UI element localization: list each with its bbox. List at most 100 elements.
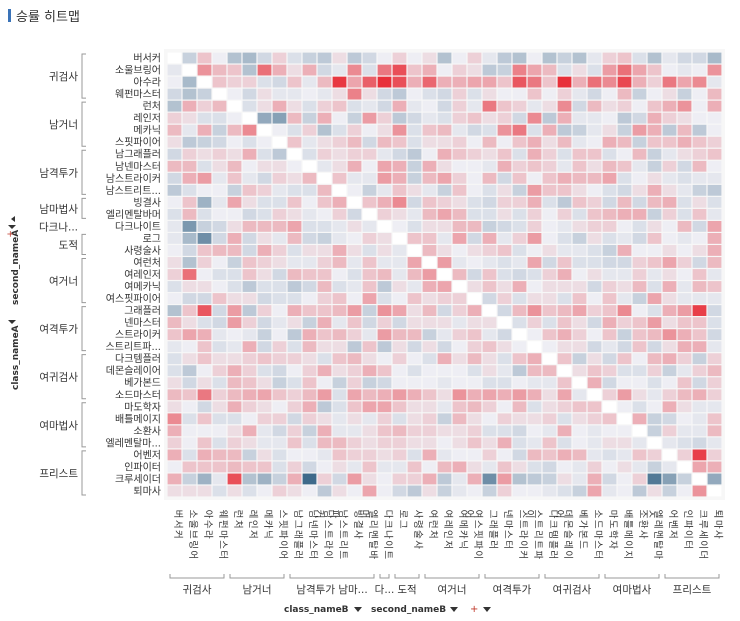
- heatmap-cell[interactable]: 넨마스터 / 소울브링어: 0.51: [182, 317, 197, 329]
- heatmap-cell[interactable]: 베가본드 / 넨마스터: 0.48: [497, 377, 512, 389]
- heatmap-cell[interactable]: 여런처 / 마도학자: 0.47: [602, 257, 617, 268]
- heatmap-cell[interactable]: 여런처 / 런처: 0.46: [227, 257, 242, 268]
- heatmap-cell[interactable]: 남스트라이커 / 소드마스터: 0.54: [587, 172, 602, 184]
- heatmap-cell[interactable]: 메카닉 / 배틀메이지: 0.46: [617, 124, 632, 136]
- heatmap-cell[interactable]: 스핏파이어 / 마도학자: 0.55: [602, 136, 617, 148]
- heatmap-cell[interactable]: 스트리트파... / 버서커: 0.49: [167, 341, 182, 353]
- heatmap-cell[interactable]: 베가본드 / 소울브링어: 0.47: [182, 377, 197, 389]
- heatmap-cell[interactable]: 남스트리트... / 데몬슬레이어: 0.53: [557, 184, 572, 196]
- heatmap-cell[interactable]: 엘레멘탈마... / 런처: 0.52: [227, 437, 242, 449]
- heatmap-cell[interactable]: 다크나이트 / 어벤저: 0.5: [662, 220, 677, 232]
- heatmap-cell[interactable]: 퇴마사 / 여스핏파이어: 0.5: [467, 485, 482, 497]
- heatmap-cell[interactable]: 아수라 / 베가본드: 0.55: [572, 76, 587, 88]
- heatmap-cell[interactable]: 여레인저 / 베가본드: 0.5: [572, 269, 587, 280]
- heatmap-cell[interactable]: 웨펀마스터 / 데몬슬레이어: 0.52: [557, 88, 572, 100]
- heatmap-cell[interactable]: 메카닉 / 그래플러: 0.48: [482, 124, 497, 136]
- heatmap-cell[interactable]: 스트리트파... / 데몬슬레이어: 0.51: [557, 341, 572, 353]
- heatmap-cell[interactable]: 레인저 / 로그: 0.45: [392, 112, 407, 124]
- heatmap-cell[interactable]: 버서커 / 소울브링어: 0.46: [182, 52, 197, 64]
- heatmap-cell[interactable]: 사령술사 / 스핏파이어: 0.52: [272, 245, 287, 256]
- heatmap-cell[interactable]: 아수라 / 퇴마사: 0.49: [707, 76, 722, 88]
- heatmap-cell[interactable]: 소울브링어 / 여스핏파이어: 0.51: [467, 64, 482, 76]
- heatmap-cell[interactable]: [437, 269, 452, 280]
- heatmap-cell[interactable]: 인파이터 / 스핏파이어: 0.48: [272, 461, 287, 473]
- heatmap-cell[interactable]: [317, 172, 332, 184]
- heatmap-cell[interactable]: 빙결사 / 여메카닉: 0.51: [452, 196, 467, 208]
- heatmap-cell[interactable]: 여런처 / 로그: 0.49: [392, 257, 407, 268]
- heatmap-cell[interactable]: 마도학자 / 크루세이더: 0.49: [692, 401, 707, 413]
- heatmap-cell[interactable]: 다크나이트 / 웨펀마스터: 0.47: [212, 220, 227, 232]
- heatmap-cell[interactable]: 레인저 / 스트라이커: 0.47: [512, 112, 527, 124]
- chevron-down-icon[interactable]: [11, 216, 15, 222]
- heatmap-cell[interactable]: 아수라 / 메카닉: 0.48: [257, 76, 272, 88]
- heatmap-cell[interactable]: 소드마스터 / 여레인저: 0.51: [437, 389, 452, 401]
- heatmap-cell[interactable]: 엘리멘탈바머 / 그래플러: 0.48: [482, 208, 497, 220]
- heatmap-cell[interactable]: 여런처 / 사령술사: 0.56: [407, 257, 422, 268]
- heatmap-cell[interactable]: 여메카닉 / 로그: 0.51: [392, 281, 407, 292]
- heatmap-cell[interactable]: 그래플러 / 소드마스터: 0.52: [587, 305, 602, 316]
- heatmap-cell[interactable]: 배틀메이지 / 소드마스터: 0.52: [587, 413, 602, 425]
- heatmap-cell[interactable]: 스트라이커 / 레인저: 0.49: [242, 329, 257, 341]
- heatmap-cell[interactable]: 퇴마사 / 아수라: 0.51: [197, 485, 212, 497]
- heatmap-cell[interactable]: 엘레멘탈마... / 여스핏파이어: 0.53: [467, 437, 482, 449]
- heatmap-cell[interactable]: 스트리트파... / 로그: 0.51: [392, 341, 407, 353]
- heatmap-cell[interactable]: 남넨마스터 / 남그래플러: 0.5: [287, 160, 302, 172]
- heatmap-cell[interactable]: 남넨마스터 / 다크템플러: 0.52: [542, 160, 557, 172]
- heatmap-cell[interactable]: 마도학자 / 남스트라이커: 0.45: [317, 401, 332, 413]
- heatmap-cell[interactable]: 베가본드 / 메카닉: 0.51: [257, 377, 272, 389]
- heatmap-cell[interactable]: 퇴마사 / 인파이터: 0.5: [677, 485, 692, 497]
- heatmap-cell[interactable]: 로그 / 런처: 0.55: [227, 233, 242, 244]
- heatmap-cell[interactable]: 엘리멘탈바머 / 베가본드: 0.48: [572, 208, 587, 220]
- heatmap-cell[interactable]: 남스트리트... / 배틀메이지: 0.47: [617, 184, 632, 196]
- heatmap-cell[interactable]: 크루세이더 / 메카닉: 0.42: [257, 473, 272, 485]
- heatmap-cell[interactable]: 소울브링어 / 크루세이더: 0.5: [692, 64, 707, 76]
- heatmap-cell[interactable]: 사령술사 / 베가본드: 0.49: [572, 245, 587, 256]
- heatmap-cell[interactable]: 남그래플러 / 크루세이더: 0.52: [692, 148, 707, 160]
- heatmap-cell[interactable]: 소드마스터 / 스핏파이어: 0.53: [272, 389, 287, 401]
- heatmap-cell[interactable]: 넨마스터 / 엘리멘탈바머: 0.47: [362, 317, 377, 329]
- heatmap-cell[interactable]: 소울브링어 / 남스트라이커: 0.47: [317, 64, 332, 76]
- heatmap-cell[interactable]: 다크나이트 / 엘리멘탈바머: 0.49: [362, 220, 377, 232]
- heatmap-cell[interactable]: [677, 461, 692, 473]
- heatmap-cell[interactable]: 스트라이커 / 여스핏파이어: 0.53: [467, 329, 482, 341]
- heatmap-cell[interactable]: 로그 / 소울브링어: 0.43: [182, 233, 197, 244]
- heatmap-cell[interactable]: 여메카닉 / 남그래플러: 0.45: [287, 281, 302, 292]
- heatmap-cell[interactable]: 엘레멘탈마... / 퇴마사: 0.49: [707, 437, 722, 449]
- heatmap-cell[interactable]: 소환사 / 다크템플러: 0.49: [542, 425, 557, 437]
- heatmap-cell[interactable]: 소드마스터 / 퇴마사: 0.52: [707, 389, 722, 401]
- heatmap-cell[interactable]: 빙결사 / 인파이터: 0.48: [677, 196, 692, 208]
- heatmap-cell[interactable]: 남스트라이커 / 레인저: 0.49: [242, 172, 257, 184]
- heatmap-cell[interactable]: 스트리트파... / 남그래플러: 0.48: [287, 341, 302, 353]
- heatmap-cell[interactable]: 배틀메이지 / 다크템플러: 0.52: [542, 413, 557, 425]
- heatmap-cell[interactable]: 남그래플러 / 소환사: 0.54: [632, 148, 647, 160]
- heatmap-cell[interactable]: 스핏파이어 / 빙결사: 0.54: [347, 136, 362, 148]
- heatmap-cell[interactable]: 인파이터 / 넨마스터: 0.53: [497, 461, 512, 473]
- heatmap-cell[interactable]: 런처 / 소드마스터: 0.54: [587, 100, 602, 112]
- heatmap-cell[interactable]: 어벤저 / 스핏파이어: 0.48: [272, 449, 287, 461]
- heatmap-cell[interactable]: 여런처 / 여레인저: 0.57: [437, 257, 452, 268]
- heatmap-cell[interactable]: 다크템플러 / 소드마스터: 0.51: [587, 353, 602, 365]
- heatmap-cell[interactable]: 퇴마사 / 스핏파이어: 0.52: [272, 485, 287, 497]
- heatmap-cell[interactable]: 사령술사 / 로그: 0.49: [392, 245, 407, 256]
- heatmap-cell[interactable]: 남스트라이커 / 스핏파이어: 0.52: [272, 172, 287, 184]
- heatmap-cell[interactable]: 마도학자 / 인파이터: 0.51: [677, 401, 692, 413]
- heatmap-cell[interactable]: 버서커 / 소환사: 0.48: [632, 52, 647, 64]
- heatmap-cell[interactable]: 퇴마사 / 소환사: 0.45: [632, 485, 647, 497]
- heatmap-cell[interactable]: 크루세이더 / 남스트라이커: 0.52: [317, 473, 332, 485]
- heatmap-cell[interactable]: 소드마스터 / 소울브링어: 0.53: [182, 389, 197, 401]
- heatmap-cell[interactable]: 넨마스터 / 스트라이커: 0.48: [512, 317, 527, 329]
- heatmap-cell[interactable]: 빙결사 / 스트라이커: 0.52: [512, 196, 527, 208]
- heatmap-cell[interactable]: 버서커 / 웨펀마스터: 0.5: [212, 52, 227, 64]
- heatmap-cell[interactable]: 엘리멘탈바머 / 아수라: 0.48: [197, 208, 212, 220]
- column-pivot-controls[interactable]: class_nameB second_nameB +: [284, 604, 491, 615]
- heatmap-cell[interactable]: 넨마스터 / 여메카닉: 0.49: [452, 317, 467, 329]
- heatmap-cell[interactable]: 웨펀마스터 / 넨마스터: 0.5: [497, 88, 512, 100]
- heatmap-cell[interactable]: 여레인저 / 빙결사: 0.48: [347, 269, 362, 280]
- heatmap-cell[interactable]: 남스트리트... / 여스핏파이어: 0.5: [467, 184, 482, 196]
